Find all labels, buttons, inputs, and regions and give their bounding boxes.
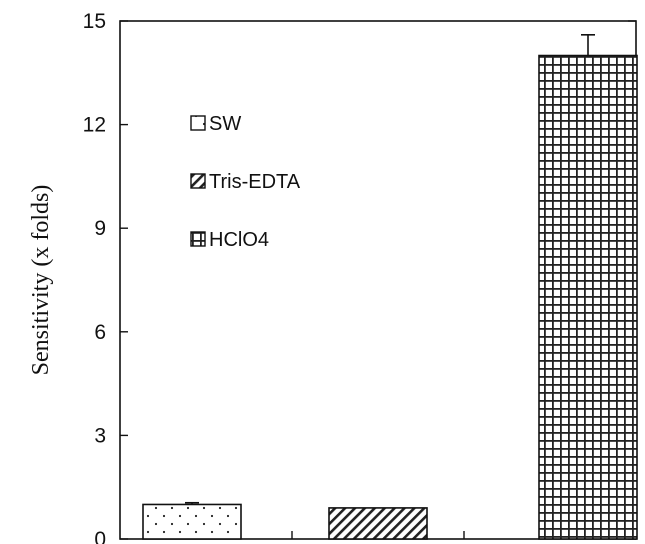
legend-swatch-grid: [190, 231, 206, 247]
legend-label: HClO4: [209, 229, 269, 251]
legend-swatch-diagonal: [190, 173, 206, 189]
y-tick-label: 0: [94, 528, 106, 544]
y-tick-label: 15: [83, 10, 106, 33]
y-tick-label: 9: [94, 217, 106, 240]
y-tick-label: 12: [83, 114, 106, 137]
bar-hclo4: [538, 54, 638, 540]
y-tick-label: 3: [94, 424, 106, 447]
legend-label: Tris-EDTA: [209, 171, 301, 193]
y-axis-label: Sensitivity (x folds): [28, 185, 54, 376]
y-tick-label: 6: [94, 321, 106, 344]
bar-tris-edta: [328, 507, 428, 540]
bar-sw: [142, 503, 242, 540]
plot-area: 0 3 6 9 12 15 SW Tris-EDTA HClO4: [83, 10, 638, 544]
legend-label: SW: [209, 113, 241, 135]
legend-swatch-dots: [190, 115, 206, 131]
